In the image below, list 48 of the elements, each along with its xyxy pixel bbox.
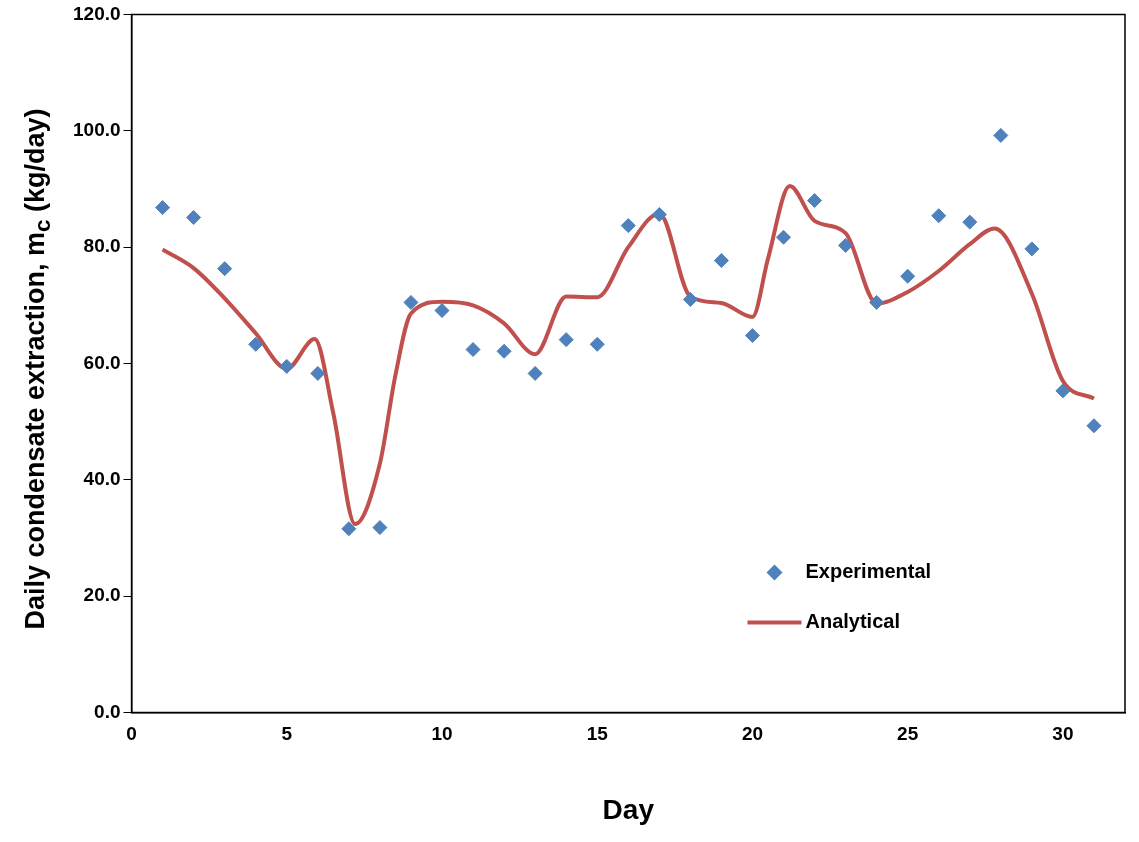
x-tick-label: 25 [897,723,919,745]
point [1055,383,1071,399]
y-tick-label: 60.0 [83,351,121,373]
y-tick-label: 40.0 [83,468,121,490]
x-tick-label: 30 [1052,723,1074,745]
point [1024,241,1040,257]
point [527,365,543,381]
x-tick-label: 5 [281,723,293,745]
legend-label: Analytical [805,610,900,633]
point [993,127,1009,143]
point [962,214,978,230]
point [496,343,512,359]
point [1086,418,1102,434]
point [838,237,854,253]
x-tick-label: 15 [586,723,609,745]
point [620,218,636,234]
point [372,520,388,536]
point [558,332,574,348]
point [310,365,326,381]
y-tick-label: 20.0 [83,584,121,606]
point [900,268,916,284]
point [217,261,233,277]
point [279,358,295,374]
point [869,294,885,310]
point [248,336,264,352]
y-tick-label: 120.0 [73,2,121,24]
x-axis-title: Day [602,793,655,825]
point [465,342,481,358]
point [776,229,791,245]
point [807,193,823,209]
point [341,521,357,537]
x-tick-label: 10 [431,723,453,745]
point [744,328,760,344]
y-tick-label: 100.0 [73,119,121,140]
x-tick-label: 0 [126,723,137,745]
point [589,336,605,352]
x-tick-label: 20 [741,723,764,745]
point [434,303,450,319]
point [682,292,698,307]
point [403,294,419,310]
point [713,253,729,269]
point [186,209,202,225]
y-tick-label: 80.0 [83,235,121,257]
legend-label: Experimental [805,560,932,583]
y-tick-label: 0.0 [94,700,121,722]
point [931,208,947,224]
point [155,200,171,216]
point [651,207,667,223]
